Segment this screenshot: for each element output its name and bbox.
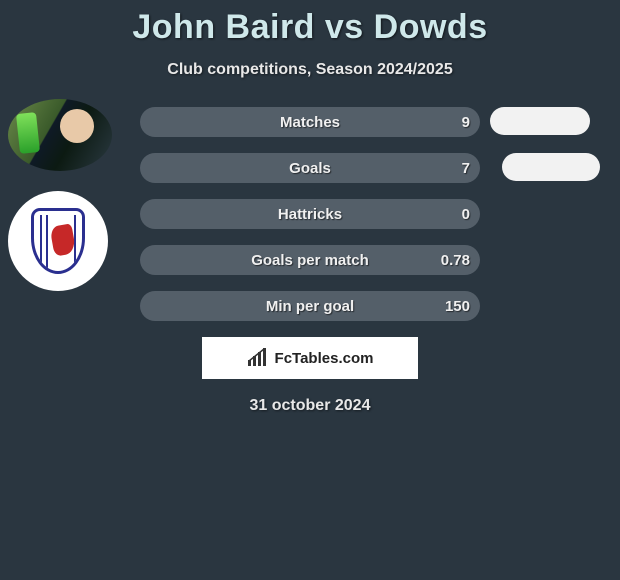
player1-avatar [8, 99, 112, 171]
stat-label: Goals [289, 160, 331, 177]
source-logo: FcTables.com [202, 337, 418, 379]
page-title: John Baird vs Dowds [0, 0, 620, 47]
stat-row-gpm: Goals per match 0.78 [140, 245, 480, 275]
stat-value-left: 0 [462, 206, 470, 223]
club-crest-icon [31, 208, 85, 274]
snapshot-date: 31 october 2024 [0, 397, 620, 415]
avatars-left [8, 99, 112, 291]
right-pill-0 [490, 107, 590, 135]
stat-value-left: 0.78 [441, 252, 470, 269]
stat-row-hattricks: Hattricks 0 [140, 199, 480, 229]
stat-value-left: 7 [462, 160, 470, 177]
comparison-panel: Matches 9 Goals 7 Hattricks 0 Goals per … [0, 107, 620, 415]
stat-row-mpg: Min per goal 150 [140, 291, 480, 321]
stat-value-left: 9 [462, 114, 470, 131]
right-pill-1 [502, 153, 600, 181]
stat-value-left: 150 [445, 298, 470, 315]
stat-label: Hattricks [278, 206, 342, 223]
logo-text: FcTables.com [275, 350, 374, 367]
stat-row-goals: Goals 7 [140, 153, 480, 183]
stat-label: Matches [280, 114, 340, 131]
barchart-icon [247, 348, 269, 368]
stat-row-matches: Matches 9 [140, 107, 480, 137]
subtitle: Club competitions, Season 2024/2025 [0, 61, 620, 79]
stat-label: Goals per match [251, 252, 369, 269]
stat-bars: Matches 9 Goals 7 Hattricks 0 Goals per … [140, 107, 480, 321]
stat-label: Min per goal [266, 298, 354, 315]
player2-crest [8, 191, 108, 291]
